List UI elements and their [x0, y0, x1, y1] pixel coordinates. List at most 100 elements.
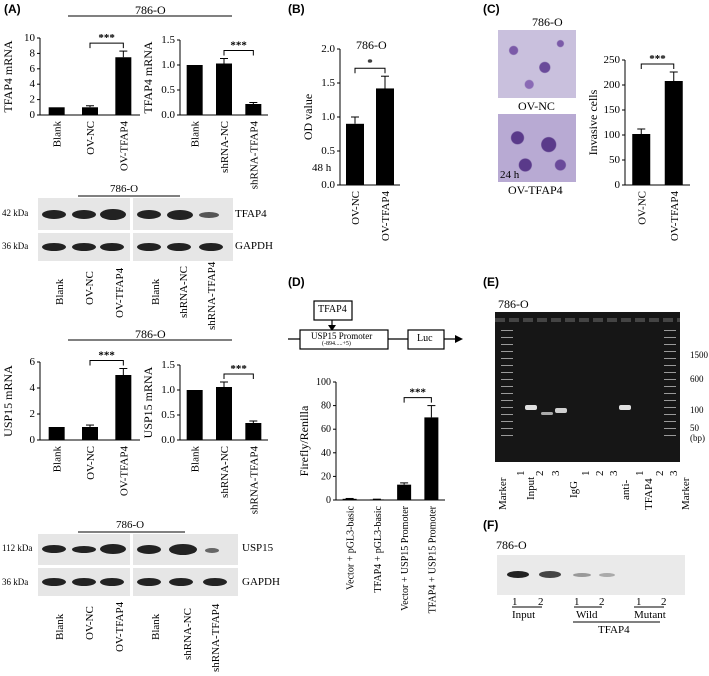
y-tick-label: 100: [316, 377, 331, 388]
wb1-protein-top: TFAP4: [235, 208, 267, 220]
y-tick-label: 8: [30, 47, 36, 59]
emsa-lane-5: 1: [636, 596, 642, 608]
significance-label: ***: [230, 40, 247, 52]
y-tick-label: 1.5: [161, 34, 175, 46]
y-tick-label: 200: [604, 79, 621, 91]
y-tick-label: 6: [30, 63, 36, 75]
cell-line-wb1: 786-O: [110, 183, 139, 195]
panel-label-b: (B): [288, 2, 305, 16]
chart-invasive-cells: 0 50 100 150 200 250 Invasive cells OV-NC OV-TFA…: [586, 53, 690, 241]
micrograph-label-bottom: OV-TFAP4: [508, 183, 563, 197]
y-tick-label: 1.0: [161, 59, 175, 71]
y-tick-label: 60: [321, 424, 331, 435]
bar: [245, 104, 262, 115]
chart-tfap4-sh: 0.0 0.5 1.0 1.5 TFAP4 mRNA Blank shRNA-NC shRNA…: [141, 34, 268, 189]
tfap4-box: [313, 300, 353, 321]
significance-bracket: [223, 373, 254, 379]
category-label: TFAP4 + USP15 Promoter: [427, 505, 438, 613]
gel-group-anti: anti-: [620, 479, 632, 500]
gel-lane-anti-2: 2: [654, 470, 666, 477]
y-tick-label: 80: [321, 401, 331, 412]
diagram-luc-text: Luc: [417, 333, 433, 344]
wb1-lane-6: shRNA-TFAP4: [206, 261, 218, 330]
significance-label: ***: [98, 350, 115, 362]
y-tick-label: 1.5: [321, 77, 335, 89]
category-label: shRNA-NC: [219, 121, 231, 173]
y-tick-label: 1.5: [161, 359, 175, 371]
wb2-lane-6: shRNA-TFAP4: [210, 603, 222, 672]
y-tick-label: 0.0: [161, 434, 175, 446]
significance-bracket: [403, 397, 432, 403]
gel-lane-input-1: 1: [515, 470, 527, 477]
panel-label-a: (A): [4, 2, 21, 16]
gel-group-tfap4: TFAP4: [643, 478, 655, 510]
panel-label-e: (E): [483, 275, 499, 289]
panel-label-d: (D): [288, 275, 305, 289]
cell-line-wb2: 786-O: [116, 519, 145, 531]
cell-line-a2: 786-O: [135, 327, 166, 341]
gel-unit: (bp): [690, 433, 705, 443]
bar: [82, 107, 98, 115]
gel-lane-igg-1: 1: [580, 470, 592, 477]
gel-lane-input-3: 3: [550, 470, 562, 477]
significance-label: ***: [230, 363, 247, 375]
emsa-lane-3: 1: [574, 596, 580, 608]
wb1-lane-4: Blank: [150, 278, 162, 305]
y-tick-label: 0.5: [321, 145, 335, 157]
emsa-lane-6: 2: [661, 596, 667, 608]
emsa-lane-2: 2: [538, 596, 544, 608]
bar: [216, 63, 232, 115]
cell-line-f: 786-O: [496, 538, 527, 552]
bar: [424, 417, 439, 500]
chart-od-value: 0.0 0.5 1.0 1.5 2.0 OD value OV-NC OV-TFAP4 *: [301, 43, 400, 241]
gel-marker-1500: 1500: [690, 350, 708, 360]
bar: [664, 81, 683, 185]
significance-bracket: [354, 67, 386, 74]
wb1-kda-top: 42 kDa: [2, 208, 29, 218]
cell-line-b: 786-O: [356, 38, 387, 52]
bar: [186, 390, 203, 440]
bar: [186, 65, 203, 115]
y-axis-label: USP15 mRNA: [1, 365, 15, 437]
wb1-lane-1: Blank: [54, 278, 66, 305]
y-tick-label: 0.0: [161, 109, 175, 121]
gel-lane-input-2: 2: [534, 470, 546, 477]
chart-usp15-ov: 0 2 4 6 USP15 mRNA Blank OV-NC OV-TFAP4 ***: [1, 350, 140, 497]
gel-lane-anti-3: 3: [668, 470, 680, 477]
y-tick-label: 0.5: [161, 84, 175, 96]
cell-line-a1: 786-O: [135, 3, 166, 17]
micrograph-label-top: OV-NC: [518, 99, 555, 113]
significance-bracket: [89, 360, 124, 366]
emsa-image-f: [497, 555, 685, 595]
wb2-usp15-right: [133, 534, 238, 565]
category-label: Blank: [52, 446, 64, 473]
wb1-tfap4-left: [38, 198, 130, 230]
wb2-kda-bottom: 36 kDa: [2, 577, 29, 587]
wb2-gapdh-right: [133, 568, 238, 596]
wb2-protein-bottom: GAPDH: [242, 576, 280, 588]
bar: [245, 423, 262, 440]
gel-lane-igg-3: 3: [608, 470, 620, 477]
category-label: OV-NC: [636, 191, 648, 225]
wb2-usp15-left: [38, 534, 130, 565]
chart-tfap4-ov: 0 2 4 6 8 10 TFAP4 mRNA Blank OV-NC OV-TFAP4 ***: [1, 32, 140, 171]
cell-line-c: 786-O: [532, 15, 563, 29]
y-tick-label: 2: [30, 94, 36, 106]
y-axis-label: OD value: [301, 94, 315, 140]
bar: [216, 387, 232, 440]
y-tick-label: 20: [321, 471, 331, 482]
bar: [342, 498, 357, 500]
significance-label: ***: [410, 387, 427, 399]
y-tick-label: 0.5: [161, 409, 175, 421]
significance-bracket: [223, 50, 254, 56]
diagram-promoter-range: (-894.....+5): [322, 341, 351, 347]
y-tick-label: 6: [30, 356, 36, 368]
wb1-tfap4-right: [133, 198, 233, 230]
gel-group-input: Input: [525, 476, 537, 500]
bar: [376, 88, 394, 185]
emsa-group-input: Input: [512, 609, 536, 621]
diagram-promoter-text: USP15 Promoter: [311, 331, 373, 341]
panel-label-c: (C): [483, 2, 500, 16]
category-label: OV-TFAP4: [118, 446, 130, 497]
chart-firefly-renilla: 0 20 40 60 80 100 Firefly/Renilla Vector + pGL3…: [297, 377, 445, 613]
